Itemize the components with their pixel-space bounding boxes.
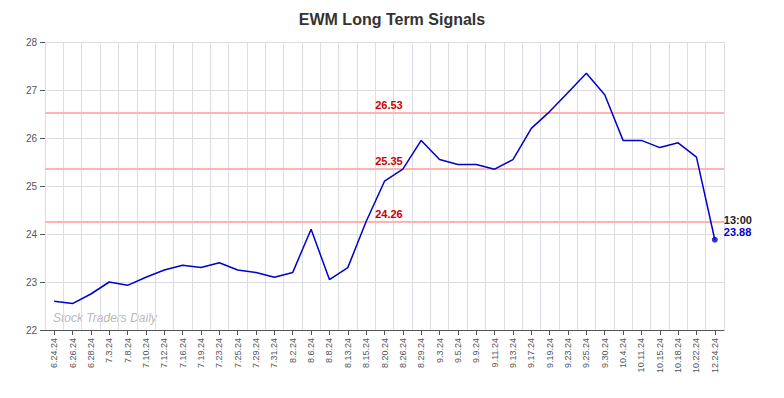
svg-text:7.3.24: 7.3.24 [104,338,114,363]
svg-text:23.88: 23.88 [724,226,752,238]
svg-text:7.25.24: 7.25.24 [233,338,243,368]
svg-text:10.22.24: 10.22.24 [691,338,701,373]
svg-text:7.19.24: 7.19.24 [196,338,206,368]
svg-text:9.23.24: 9.23.24 [563,338,573,368]
svg-text:9.25.24: 9.25.24 [581,338,591,368]
svg-text:28: 28 [26,37,38,48]
svg-text:10.11.24: 10.11.24 [636,338,646,372]
svg-text:10.18.24: 10.18.24 [673,338,683,373]
svg-text:8.8.24: 8.8.24 [324,338,334,363]
svg-text:25: 25 [26,181,38,192]
svg-text:26.53: 26.53 [375,99,403,111]
svg-text:9.13.24: 9.13.24 [508,338,518,368]
svg-text:9.11.24: 9.11.24 [490,338,500,367]
svg-text:7.16.24: 7.16.24 [178,338,188,368]
svg-text:7.10.24: 7.10.24 [141,338,151,368]
svg-text:7.12.24: 7.12.24 [159,338,169,368]
svg-text:8.15.24: 8.15.24 [361,338,371,368]
svg-text:Stock Traders Daily: Stock Traders Daily [53,311,158,325]
svg-text:8.2.24: 8.2.24 [288,338,298,363]
svg-text:25.35: 25.35 [375,155,403,167]
svg-text:6.26.24: 6.26.24 [68,338,78,368]
svg-text:27: 27 [26,85,38,96]
svg-text:8.29.24: 8.29.24 [416,338,426,368]
svg-text:8.13.24: 8.13.24 [343,338,353,368]
svg-text:9.5.24: 9.5.24 [453,338,463,363]
svg-text:26: 26 [26,133,38,144]
svg-text:9.19.24: 9.19.24 [545,338,555,368]
svg-text:8.26.24: 8.26.24 [398,338,408,368]
svg-text:8.20.24: 8.20.24 [380,338,390,368]
svg-text:24: 24 [26,229,38,240]
svg-text:10.4.24: 10.4.24 [618,338,628,368]
svg-text:EWM Long Term Signals: EWM Long Term Signals [299,11,485,28]
svg-text:7.23.24: 7.23.24 [214,338,224,368]
svg-text:10.15.24: 10.15.24 [655,338,665,373]
svg-text:8.6.24: 8.6.24 [306,338,316,363]
svg-text:9.9.24: 9.9.24 [471,338,481,363]
svg-text:13:00: 13:00 [724,214,752,226]
svg-text:9.30.24: 9.30.24 [600,338,610,368]
svg-text:6.24.24: 6.24.24 [49,338,59,368]
svg-text:7.29.24: 7.29.24 [251,338,261,368]
svg-text:12.24.24: 12.24.24 [710,338,720,373]
svg-text:7.31.24: 7.31.24 [269,338,279,368]
svg-text:7.8.24: 7.8.24 [123,338,133,363]
svg-text:6.28.24: 6.28.24 [86,338,96,368]
svg-text:24.26: 24.26 [375,208,403,220]
svg-text:22: 22 [26,325,38,336]
svg-text:23: 23 [26,277,38,288]
svg-text:9.3.24: 9.3.24 [435,338,445,363]
svg-text:9.17.24: 9.17.24 [526,338,536,368]
